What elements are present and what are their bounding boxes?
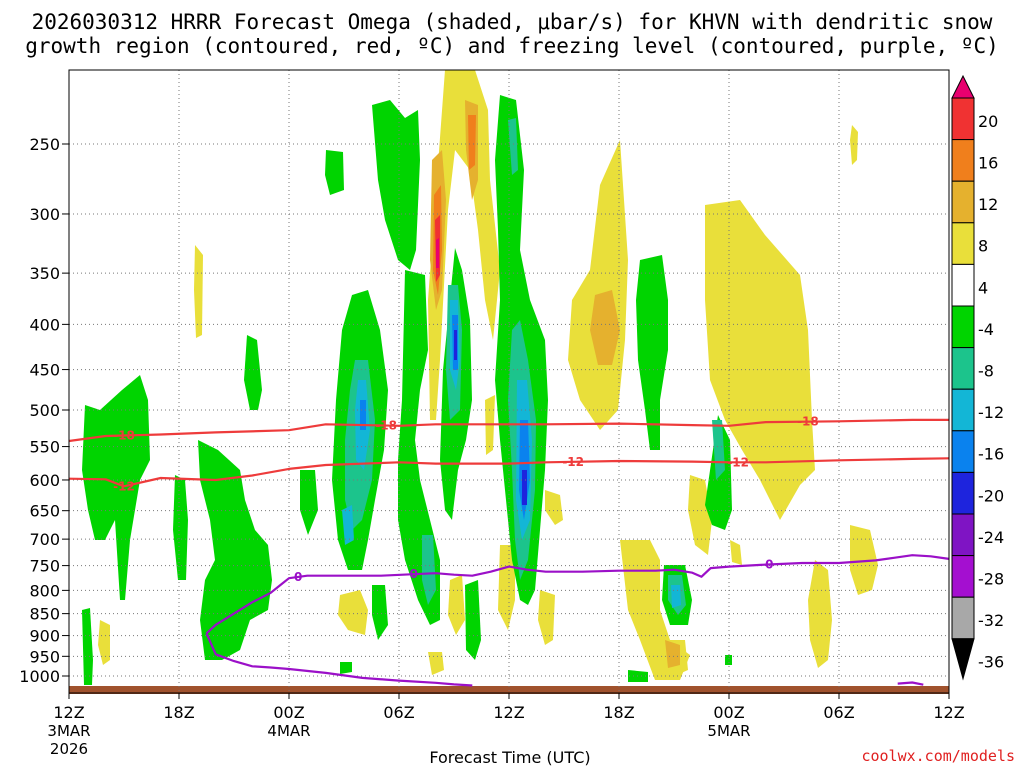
contour-label: -12 — [113, 479, 135, 493]
y-tick-label: 650 — [29, 502, 60, 521]
omega-shading — [82, 70, 878, 685]
colorbar-segment — [951, 388, 975, 432]
colorbar: 20 16 12 8 4 -4 -8 -12 -16 -20 -24 -28 -32 -36 — [951, 74, 1004, 681]
contour-label: 0 — [409, 567, 417, 581]
y-tick-label: 1000 — [19, 667, 60, 686]
y-tick-label: 800 — [29, 581, 60, 600]
colorbar-label: -16 — [978, 445, 1004, 464]
colorbar-segment — [951, 430, 975, 473]
y-tick-label: 400 — [29, 315, 60, 334]
colorbar-label: -24 — [978, 528, 1004, 547]
colorbar-label: -36 — [978, 653, 1004, 672]
colorbar-label: 16 — [978, 153, 998, 172]
contour-label: -18 — [375, 419, 397, 433]
contour-label: -12 — [727, 455, 749, 469]
colorbar-segment — [951, 596, 975, 640]
colorbar-label: 4 — [978, 278, 988, 297]
series-layer: -18 -18 -18 -12 -12 -12 0 0 0 — [68, 415, 950, 687]
colorbar-segment — [951, 222, 975, 265]
colorbar-segment — [951, 305, 975, 349]
contour-label: 0 — [294, 570, 302, 584]
colorbar-segment — [951, 513, 975, 557]
colorbar-label: -12 — [978, 403, 1004, 422]
y-tick-label: 950 — [29, 647, 60, 666]
colorbar-label: 20 — [978, 112, 998, 131]
plot-frame — [68, 69, 950, 694]
colorbar-segment — [951, 347, 975, 390]
contour-label: -12 — [562, 455, 584, 469]
y-tick-label: 250 — [29, 135, 60, 154]
x-axis-title: Forecast Time (UTC) — [429, 748, 590, 767]
x-tick-label: 00Z — [273, 703, 304, 722]
series-line-0 — [68, 418, 949, 443]
colorbar-segment — [951, 97, 975, 141]
credit-text: coolwx.com/models — [861, 747, 1015, 765]
x-tick-date: 5MAR — [707, 722, 750, 740]
x-tick-label: 06Z — [823, 703, 854, 722]
contour-label: -18 — [797, 415, 819, 429]
y-tick-label: 500 — [29, 401, 60, 420]
series-line-2 — [205, 554, 950, 635]
y-tick-label: 750 — [29, 557, 60, 576]
chart-title-line1: 2026030312 HRRR Forecast Omega (shaded, … — [32, 10, 993, 34]
y-tick-label: 900 — [29, 627, 60, 646]
y-axis: 250 300 350 400 450 500 550 600 650 700 750 800 850 9… — [19, 135, 69, 686]
x-tick-label: 00Z — [713, 703, 744, 722]
x-tick-label: 12Z — [933, 703, 964, 722]
colorbar-label: 12 — [978, 195, 998, 214]
x-tick-label: 06Z — [383, 703, 414, 722]
y-tick-label: 450 — [29, 361, 60, 380]
colorbar-bottom-arrow — [951, 638, 975, 681]
colorbar-segment — [951, 139, 975, 182]
colorbar-label: -28 — [978, 569, 1004, 588]
chart-title-line2: growth region (contoured, red, ºC) and f… — [25, 34, 999, 58]
series-line-3 — [205, 632, 473, 687]
y-tick-label: 850 — [29, 605, 60, 624]
contour-label: 0 — [765, 557, 773, 571]
y-tick-label: 550 — [29, 438, 60, 457]
colorbar-label: -20 — [978, 486, 1004, 505]
y-tick-label: 600 — [29, 471, 60, 490]
colorbar-top-arrow — [951, 74, 975, 99]
x-tick-date: 3MAR — [47, 722, 90, 740]
x-tick-label: 18Z — [163, 703, 194, 722]
y-tick-label: 700 — [29, 530, 60, 549]
x-tick-year: 2026 — [50, 740, 88, 758]
x-tick-date: 4MAR — [267, 722, 310, 740]
series-line-4 — [897, 681, 924, 686]
grid — [69, 70, 949, 693]
contour-label: -18 — [113, 428, 135, 442]
colorbar-label: -4 — [978, 320, 994, 339]
colorbar-segment — [951, 263, 975, 307]
y-tick-label: 350 — [29, 264, 60, 283]
colorbar-segment — [951, 471, 975, 515]
colorbar-label: -8 — [978, 361, 994, 380]
series-line-1 — [68, 457, 950, 488]
x-tick-label: 18Z — [603, 703, 634, 722]
x-tick-label: 12Z — [493, 703, 524, 722]
y-tick-label: 300 — [29, 205, 60, 224]
colorbar-segment — [951, 555, 975, 598]
x-tick-label: 12Z — [53, 703, 84, 722]
colorbar-label: -32 — [978, 611, 1004, 630]
colorbar-label: 8 — [978, 237, 988, 256]
colorbar-segment — [951, 180, 975, 224]
